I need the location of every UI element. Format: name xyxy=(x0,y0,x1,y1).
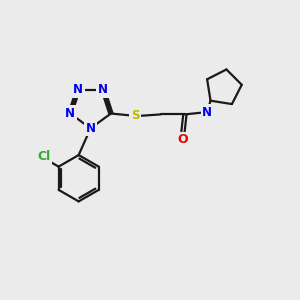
Text: S: S xyxy=(131,110,140,122)
Text: O: O xyxy=(177,133,188,146)
Text: Cl: Cl xyxy=(37,150,50,163)
Text: N: N xyxy=(73,83,83,96)
Text: N: N xyxy=(85,122,96,135)
Text: N: N xyxy=(202,106,212,118)
Text: N: N xyxy=(98,83,108,96)
Text: N: N xyxy=(65,107,75,120)
